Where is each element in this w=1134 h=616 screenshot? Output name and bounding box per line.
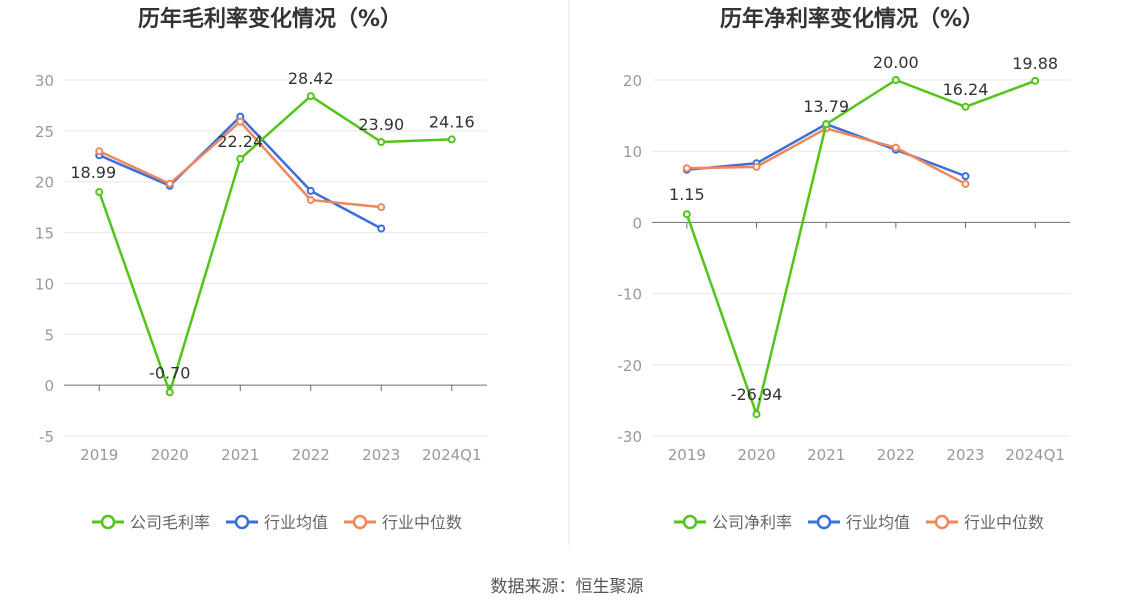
data-label: 19.88 [1012, 54, 1058, 73]
y-tick-label: 20 [623, 72, 642, 90]
data-label: 16.24 [943, 80, 989, 99]
legend-marker-icon [100, 514, 116, 530]
legend-item[interactable]: 行业中位数 [344, 513, 462, 532]
y-tick-label: 0 [44, 377, 54, 395]
data-point[interactable] [752, 410, 761, 419]
x-tick-label: 2024Q1 [422, 446, 482, 464]
legend-marker-icon [682, 514, 698, 530]
data-point[interactable] [306, 196, 315, 205]
y-tick-label: 0 [632, 214, 642, 232]
data-point[interactable] [891, 76, 900, 84]
y-tick-label: -30 [618, 428, 643, 446]
data-label: 20.00 [873, 53, 919, 72]
data-source-note: 数据来源：恒生聚源 [491, 577, 644, 597]
data-point[interactable] [822, 120, 831, 129]
data-label: -26.94 [731, 385, 783, 404]
data-point[interactable] [95, 147, 104, 156]
legend-item[interactable]: 行业中位数 [926, 513, 1044, 532]
data-point[interactable] [447, 135, 456, 144]
legend-marker-icon [352, 514, 368, 530]
legend-item[interactable]: 行业均值 [226, 513, 328, 532]
data-label: 23.90 [358, 115, 404, 134]
y-tick-label: 20 [35, 174, 54, 192]
gross-margin-chart: 历年毛利率变化情况（%） 30 25 20 15 10 5 0 -5 2019 2020 2021 20… [35, 6, 487, 532]
data-point[interactable] [891, 143, 900, 152]
data-label: 28.42 [288, 69, 334, 88]
x-tick-label: 2023 [362, 446, 400, 464]
data-point[interactable] [752, 162, 761, 171]
legend-label: 行业均值 [846, 513, 910, 532]
data-point[interactable] [682, 210, 691, 219]
data-label: -0.70 [149, 363, 190, 382]
x-tick-label: 2021 [221, 446, 259, 464]
x-tick-label: 2020 [151, 446, 189, 464]
data-point[interactable] [377, 224, 386, 233]
legend-item[interactable]: 公司净利率 [674, 513, 792, 532]
data-label: 18.99 [70, 163, 116, 182]
data-point[interactable] [306, 186, 315, 195]
y-tick-label: 5 [44, 326, 54, 344]
x-tick-label: 2022 [292, 446, 330, 464]
data-point[interactable] [377, 203, 386, 212]
legend-item[interactable]: 行业均值 [808, 513, 910, 532]
x-tick-label: 2020 [737, 446, 775, 464]
series-line [98, 94, 452, 394]
data-point[interactable] [961, 179, 970, 188]
data-point[interactable] [682, 164, 691, 173]
y-tick-label: -20 [618, 357, 643, 375]
x-tick-label: 2019 [80, 446, 118, 464]
data-label: 1.15 [669, 185, 705, 204]
data-point[interactable] [961, 172, 970, 181]
y-tick-label: -10 [618, 286, 643, 304]
data-point[interactable] [377, 138, 386, 147]
x-tick-label: 2023 [946, 446, 984, 464]
y-tick-label: 10 [623, 143, 642, 161]
data-point[interactable] [961, 102, 970, 111]
legend-label: 公司毛利率 [130, 513, 210, 532]
chart-title: 历年毛利率变化情况（%） [138, 6, 402, 32]
y-tick-label: 30 [35, 72, 54, 90]
y-tick-label: -5 [39, 428, 54, 446]
legend-label: 公司净利率 [712, 513, 792, 532]
y-tick-label: 10 [35, 275, 54, 293]
y-tick-label: 15 [35, 225, 54, 243]
net-margin-chart: 历年净利率变化情况（%） 20 10 0 -10 -20 -30 2019 2020 2021 20… [618, 6, 1070, 532]
data-label: 22.24 [217, 132, 263, 151]
chart-title: 历年净利率变化情况（%） [720, 6, 984, 32]
x-tick-label: 2022 [877, 446, 915, 464]
x-tick-label: 2019 [668, 446, 706, 464]
data-label: 24.16 [429, 112, 475, 131]
x-tick-label: 2024Q1 [1005, 446, 1065, 464]
series-line [685, 78, 1036, 416]
data-point[interactable] [236, 117, 245, 126]
data-point[interactable] [165, 388, 174, 397]
data-point[interactable] [236, 154, 245, 163]
legend-marker-icon [934, 514, 950, 530]
legend-label: 行业中位数 [964, 513, 1044, 532]
legend-marker-icon [816, 514, 832, 530]
legend-label: 行业中位数 [382, 513, 462, 532]
series-line [686, 127, 967, 186]
legend-item[interactable]: 公司毛利率 [92, 513, 210, 532]
data-point[interactable] [165, 179, 174, 188]
data-point[interactable] [95, 187, 104, 196]
data-point[interactable] [306, 92, 315, 101]
legend-marker-icon [234, 514, 250, 530]
y-tick-label: 25 [35, 123, 54, 141]
data-label: 13.79 [803, 97, 849, 116]
legend-label: 行业均值 [264, 513, 328, 532]
data-point[interactable] [1031, 76, 1040, 85]
x-tick-label: 2021 [807, 446, 845, 464]
